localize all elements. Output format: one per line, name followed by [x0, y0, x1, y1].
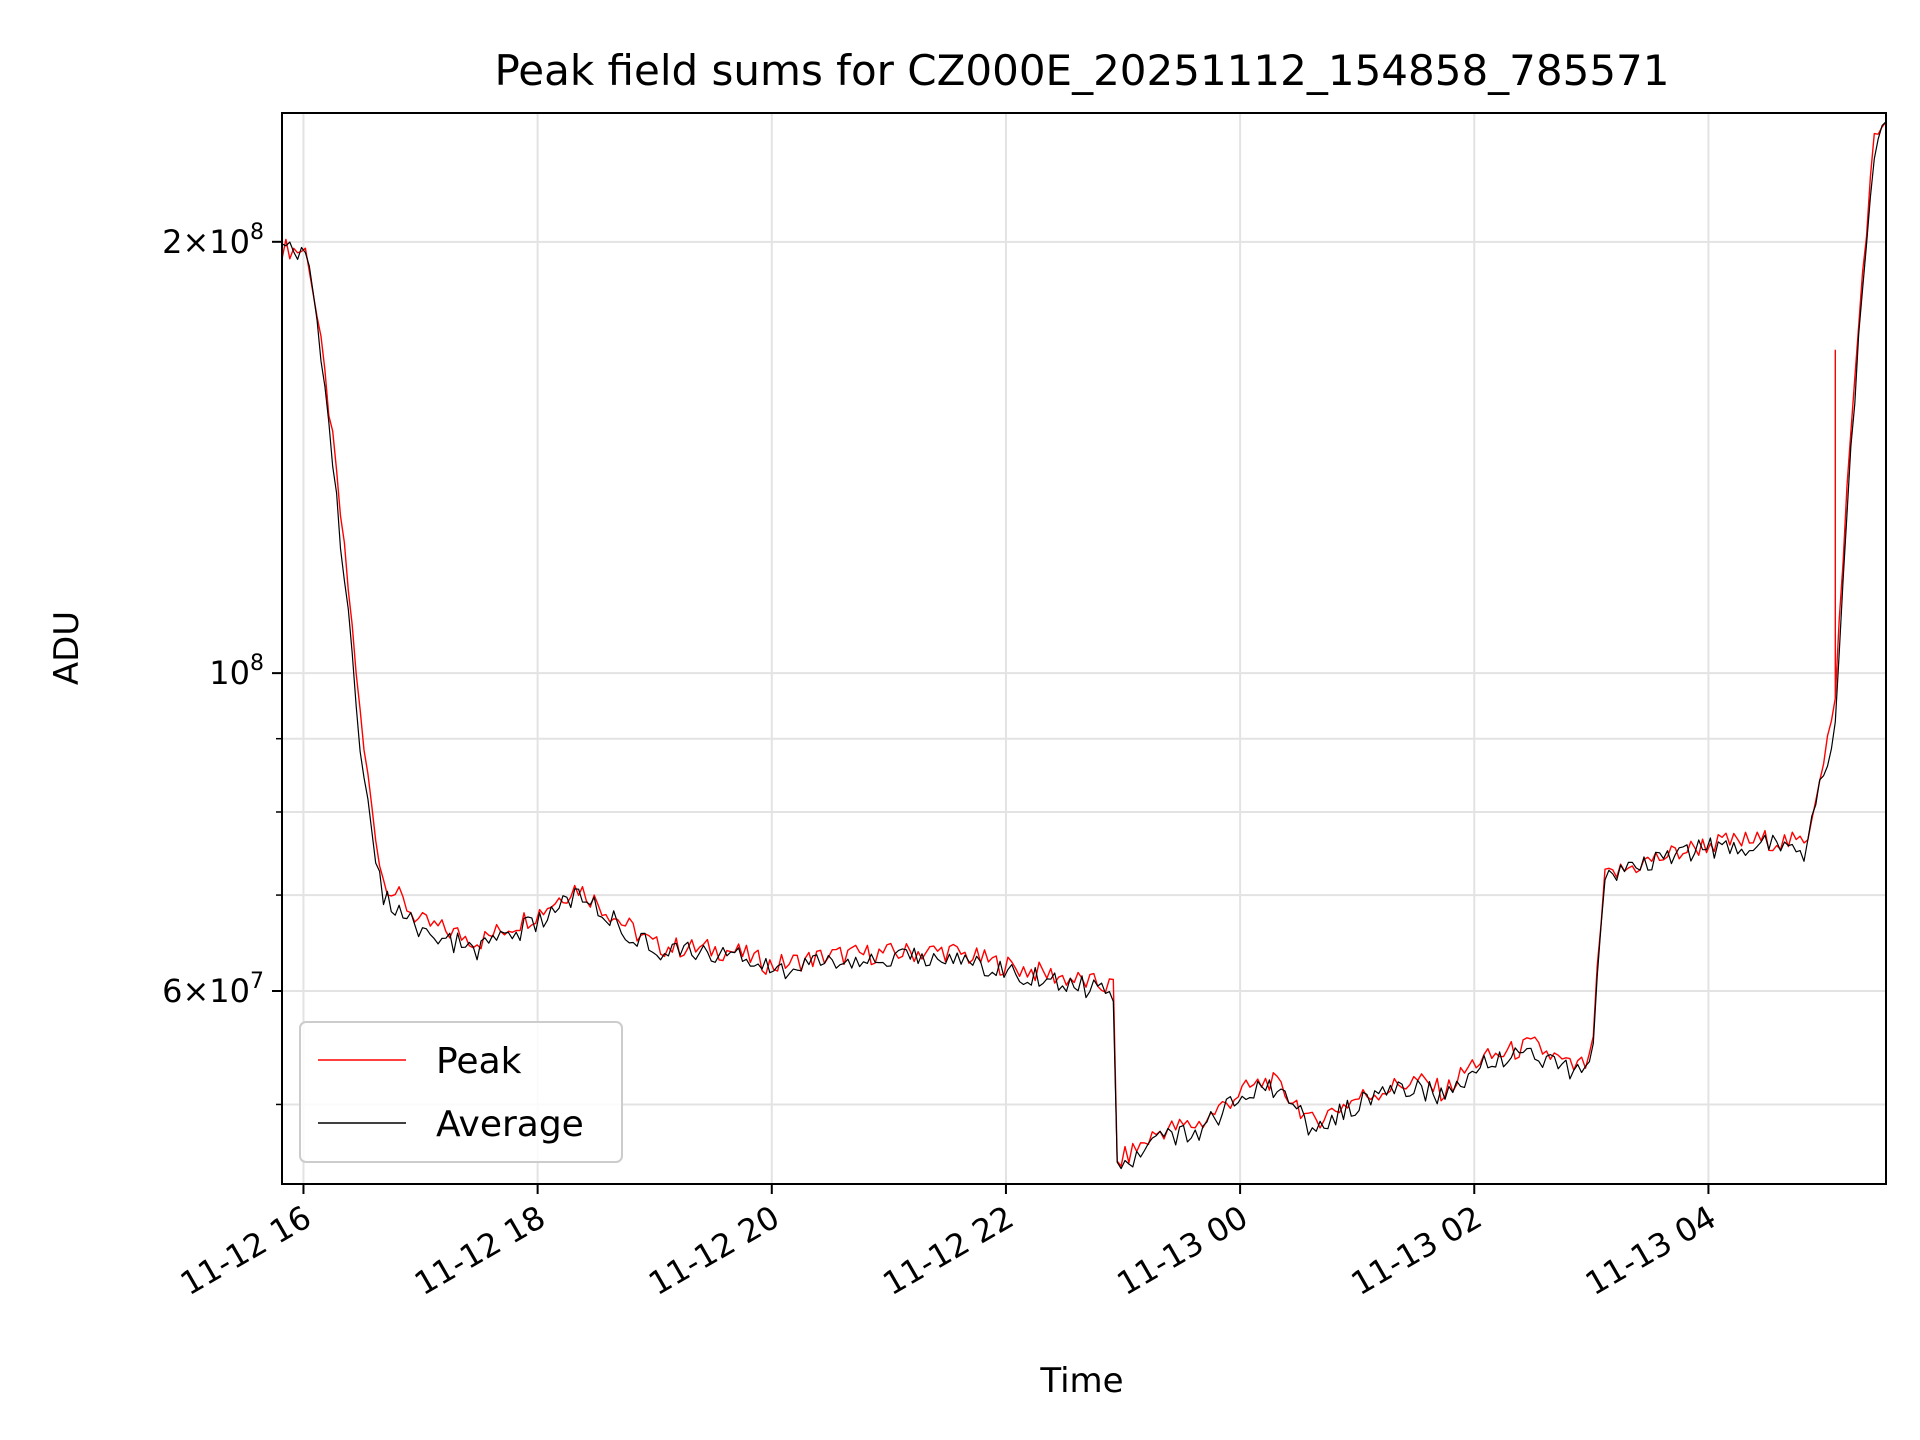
svg-text:2×108: 2×108 [162, 220, 264, 261]
x-tick-label: 11-13 02 [1345, 1198, 1489, 1303]
series-line-peak [282, 121, 1886, 1167]
x-tick-label: 11-13 04 [1579, 1198, 1723, 1303]
legend: Peak Average [299, 1021, 623, 1163]
legend-label-average: Average [436, 1104, 584, 1145]
svg-text:6×107: 6×107 [162, 969, 264, 1010]
svg-text:108: 108 [209, 651, 264, 692]
plot-frame [281, 112, 1887, 1185]
x-axis: 11-12 16 11-12 18 11-12 20 11-12 22 11-13 00… [174, 1184, 1723, 1303]
grid [282, 113, 1886, 1184]
y-tick-label: 2×108 [162, 220, 264, 261]
legend-label-peak: Peak [436, 1041, 522, 1082]
chart-title: Peak field sums for CZ000E_20251112_1548… [494, 46, 1669, 95]
y-axis: 6×107 108 2×108 [162, 220, 282, 1106]
series-line-average [282, 121, 1886, 1170]
series-layer [282, 121, 1886, 1170]
x-tick-label: 11-12 20 [642, 1198, 786, 1303]
x-tick-label: 11-12 22 [876, 1198, 1020, 1303]
y-tick-label: 6×107 [162, 969, 264, 1010]
legend-box [299, 1021, 623, 1163]
x-tick-label: 11-12 16 [174, 1198, 318, 1303]
y-tick-label: 108 [209, 651, 264, 692]
x-axis-label: Time [1039, 1361, 1123, 1401]
y-axis-label: ADU [47, 611, 87, 685]
x-tick-label: 11-13 00 [1111, 1198, 1255, 1303]
x-tick-label: 11-12 18 [408, 1198, 552, 1303]
